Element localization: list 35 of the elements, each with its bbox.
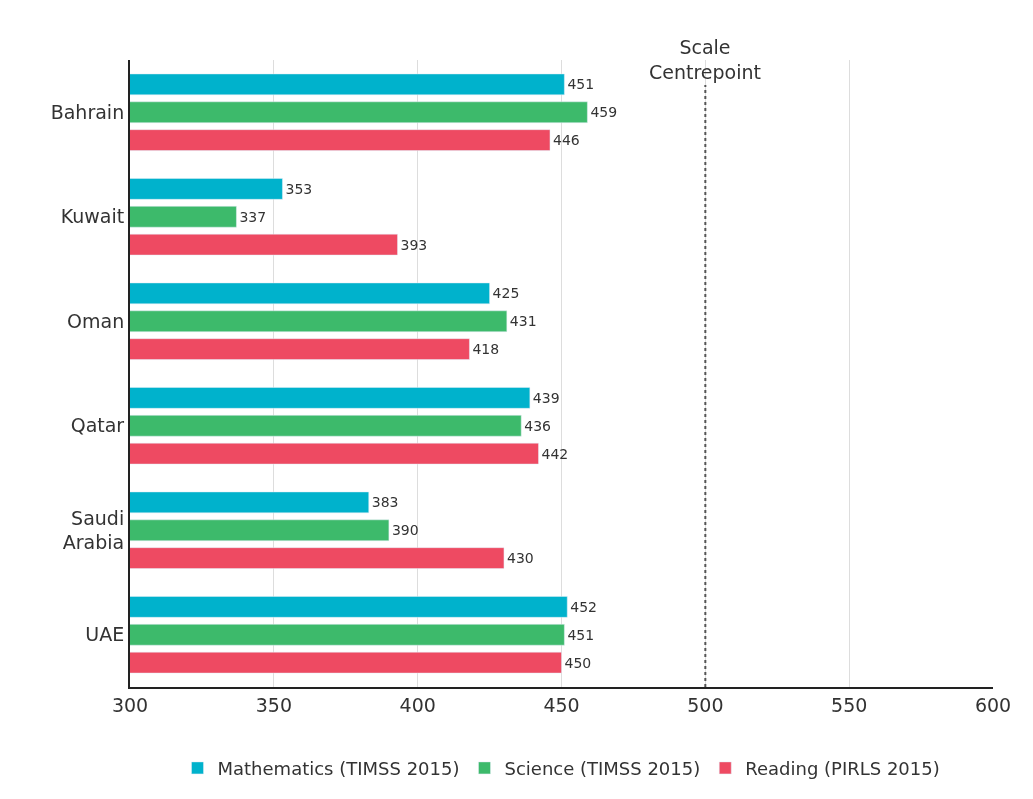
data-label: 418 [472,341,500,358]
data-label: 439 [532,389,560,406]
data-label: 337 [239,208,267,225]
x-tick-label: 450 [543,693,580,716]
y-tick-label: Kuwait [60,205,125,228]
legend-label: Mathematics (TIMSS 2015) [217,757,460,779]
legend-label: Science (TIMSS 2015) [504,757,701,779]
x-tick-label: 600 [974,693,1012,716]
x-tick-label: 500 [687,693,724,716]
x-tick-label: 350 [255,693,292,716]
data-label: 452 [570,598,597,615]
data-label: 459 [590,104,618,121]
data-label: 451 [567,626,595,643]
data-label: 390 [391,522,419,539]
y-tick-label: Bahrain [50,100,125,123]
data-label: 393 [400,236,428,253]
data-label: 436 [524,417,552,434]
y-tick-label: UAE [85,623,125,646]
x-tick-label: 300 [111,693,149,716]
data-label: 383 [371,494,399,511]
data-label: 425 [492,285,520,302]
x-tick-label: 550 [831,693,868,716]
data-label: 450 [564,654,592,671]
legend-label: Reading (PIRLS 2015) [745,757,940,779]
x-tick-label: 400 [399,693,436,716]
data-label: 431 [509,313,537,330]
ref-line-label: Scale Centrepoint [649,36,761,83]
y-tick-label: Qatar [70,414,125,437]
y-tick-label: Oman [67,309,125,332]
data-label: 430 [506,550,534,567]
y-tick-label: Saudi Arabia [62,506,125,554]
data-label: 442 [541,445,569,462]
data-label: 451 [567,76,595,93]
data-label: 446 [552,132,580,149]
data-label: 353 [285,180,313,197]
